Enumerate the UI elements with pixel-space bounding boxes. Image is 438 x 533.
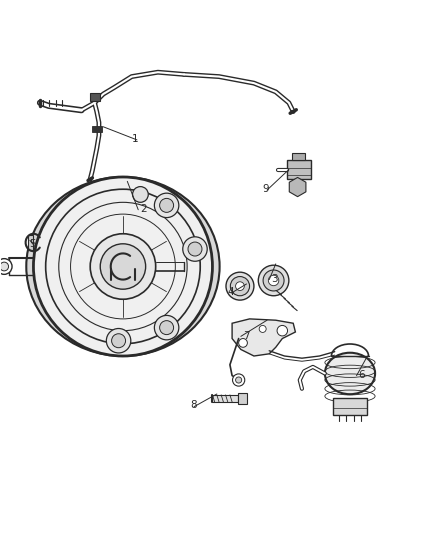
Circle shape	[239, 338, 247, 348]
Circle shape	[258, 265, 289, 296]
Circle shape	[236, 282, 244, 290]
Circle shape	[230, 277, 250, 296]
Circle shape	[106, 328, 131, 353]
Bar	[292, 153, 305, 159]
Bar	[28, 235, 32, 251]
Circle shape	[263, 270, 284, 291]
Circle shape	[159, 321, 173, 335]
Bar	[332, 398, 367, 415]
Text: 4: 4	[228, 287, 234, 297]
Text: 8: 8	[191, 400, 197, 410]
Ellipse shape	[325, 353, 375, 394]
Circle shape	[183, 237, 207, 261]
Circle shape	[277, 326, 288, 336]
Bar	[90, 93, 100, 101]
Text: 5: 5	[29, 239, 36, 249]
Circle shape	[226, 272, 254, 300]
Ellipse shape	[26, 177, 219, 356]
Circle shape	[90, 234, 155, 299]
Circle shape	[112, 334, 126, 348]
Circle shape	[236, 377, 242, 383]
Bar	[212, 395, 238, 402]
Text: 9: 9	[263, 184, 269, 194]
Circle shape	[233, 374, 245, 386]
Circle shape	[259, 326, 266, 333]
Circle shape	[154, 316, 179, 340]
Text: 1: 1	[132, 134, 138, 144]
Circle shape	[0, 262, 9, 271]
Text: 2: 2	[141, 204, 147, 214]
Circle shape	[0, 259, 12, 274]
Circle shape	[188, 242, 202, 256]
Text: 6: 6	[359, 370, 365, 380]
Circle shape	[33, 177, 212, 356]
Text: 3: 3	[272, 274, 278, 284]
Circle shape	[268, 275, 279, 286]
Bar	[238, 393, 247, 403]
Circle shape	[100, 244, 146, 289]
Polygon shape	[232, 319, 295, 356]
Circle shape	[154, 193, 179, 217]
Circle shape	[159, 198, 173, 212]
Bar	[287, 159, 311, 179]
Circle shape	[133, 187, 148, 203]
Bar	[92, 126, 102, 132]
Text: 7: 7	[243, 330, 250, 341]
